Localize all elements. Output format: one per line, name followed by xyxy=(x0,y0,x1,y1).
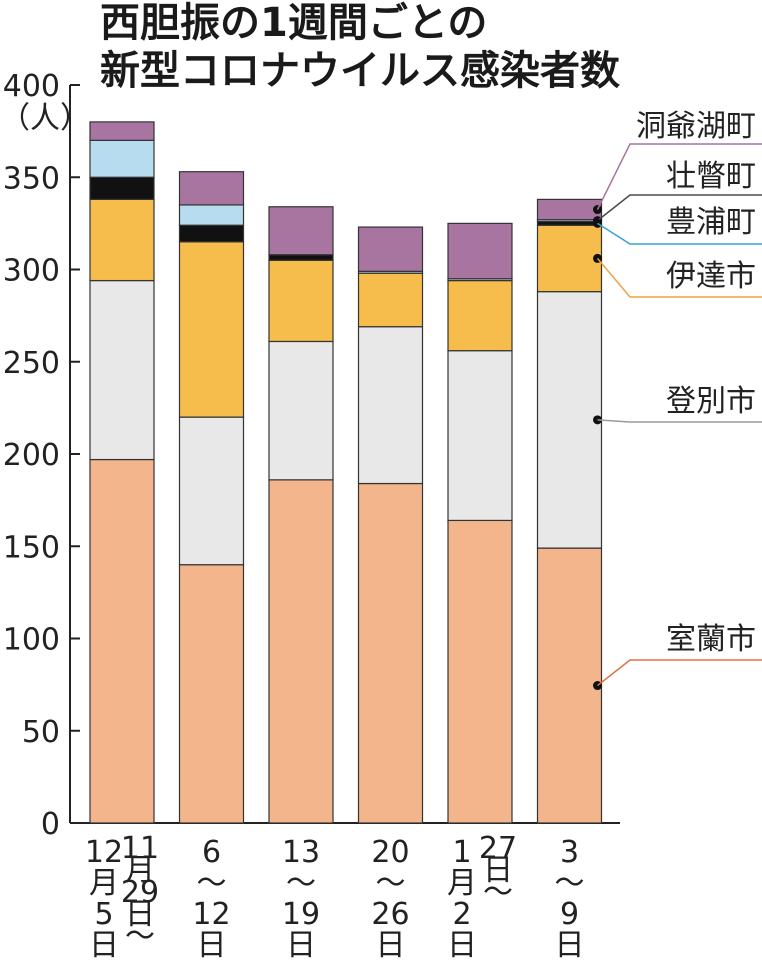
bar-segment xyxy=(357,326,424,485)
x-label-char: 2 xyxy=(452,897,471,932)
bar-segment xyxy=(178,204,245,226)
legend-label: 壮瞥町 xyxy=(666,159,756,194)
bar-segment xyxy=(536,291,603,549)
x-label-char: 〜 xyxy=(376,866,406,901)
x-axis-labels: 12月5日11月29日〜6〜12日13〜19日20〜26日1月2日27日〜3〜9… xyxy=(85,831,585,963)
chart-title: 西胆振の1週間ごとの 新型コロナウイルス感染者数 xyxy=(100,0,620,94)
x-label-char: 26 xyxy=(371,897,409,932)
y-tick-label: 50 xyxy=(22,715,60,750)
x-label-prefix-char: 11 xyxy=(121,831,159,866)
bar-segment xyxy=(178,564,245,824)
title-line-1: 西胆振の1週間ごとの xyxy=(100,0,487,46)
bar-segment xyxy=(268,254,334,261)
legend-label: 登別市 xyxy=(666,384,756,419)
x-label-char: 13 xyxy=(282,835,320,870)
x-label-char: 月 xyxy=(89,866,119,901)
bar-segment xyxy=(178,224,245,243)
legend-label: 室蘭市 xyxy=(666,622,756,657)
bar-segment xyxy=(89,279,155,461)
bar-segment xyxy=(89,139,155,178)
bar-segment xyxy=(178,171,245,206)
legend-leader-line xyxy=(597,194,762,222)
legend-leader-line xyxy=(597,419,762,423)
x-label-prefix-char: 日 xyxy=(483,853,513,888)
bar-segment xyxy=(447,519,513,824)
bar-segment xyxy=(89,121,155,141)
x-label-char: 20 xyxy=(371,835,409,870)
title-line-2: 新型コロナウイルス感染者数 xyxy=(100,48,620,94)
bar-segment xyxy=(89,458,155,824)
bar-segment xyxy=(268,479,334,824)
bar-segment xyxy=(89,176,155,200)
bar-segment xyxy=(536,198,603,221)
x-label-char: 〜 xyxy=(197,866,227,901)
y-tick-label: 200 xyxy=(3,438,60,473)
y-tick-label: 400 xyxy=(3,69,60,104)
y-tick-label: 300 xyxy=(3,254,60,289)
x-label-char: 19 xyxy=(282,897,320,932)
bar-segment xyxy=(268,340,334,481)
legend-leader-line xyxy=(596,257,762,298)
y-tick-label: 100 xyxy=(3,623,60,658)
legend-label: 洞爺湖町 xyxy=(636,109,756,144)
legend-leader-line xyxy=(596,143,762,210)
bar-segment xyxy=(89,198,155,282)
x-label-char: 9 xyxy=(560,897,579,932)
x-label-char: 5 xyxy=(94,897,113,932)
x-label-char: 1 xyxy=(452,835,471,870)
x-label-prefix-char: 〜 xyxy=(483,875,513,910)
bar-segment xyxy=(536,224,603,293)
bar-segment xyxy=(447,222,513,280)
bar-segment xyxy=(357,272,424,328)
bar-segment xyxy=(178,241,245,418)
x-label-char: 日 xyxy=(197,928,227,963)
x-label-char: 3 xyxy=(560,835,579,870)
x-label-prefix-char: 〜 xyxy=(125,919,155,954)
x-label-char: 12 xyxy=(192,897,230,932)
bar-segment xyxy=(178,416,245,566)
x-label-char: 〜 xyxy=(555,866,585,901)
x-label-char: 日 xyxy=(89,928,119,963)
y-tick-label: 150 xyxy=(3,530,60,565)
x-label-char: 日 xyxy=(376,928,406,963)
x-label-prefix-char: 月 xyxy=(125,853,155,888)
x-label-char: 日 xyxy=(447,928,477,963)
x-label-prefix-char: 日 xyxy=(125,897,155,932)
bar-segment xyxy=(268,206,334,256)
x-label-char: 日 xyxy=(555,928,585,963)
y-axis-unit-label: （人） xyxy=(0,101,90,136)
x-label-char: 月 xyxy=(447,866,477,901)
x-label-char: 日 xyxy=(286,928,316,963)
legend-leader-line xyxy=(597,659,762,687)
legend-label: 伊達市 xyxy=(666,259,756,294)
x-label-prefix-char: 27 xyxy=(479,831,517,866)
bar-segment xyxy=(268,259,334,343)
bar-segment xyxy=(357,482,424,824)
bars xyxy=(89,121,603,824)
bar-segment xyxy=(357,226,424,272)
y-tick-label: 250 xyxy=(3,346,60,381)
x-label-char: 〜 xyxy=(286,866,316,901)
y-tick-label: 350 xyxy=(3,161,60,196)
y-axis: 0 50 100 150 200 250 300 350 400 xyxy=(3,69,620,842)
legend-leader-line xyxy=(597,222,762,245)
bar-segment xyxy=(447,350,513,522)
x-label-char: 12 xyxy=(85,835,123,870)
x-label-prefix-char: 29 xyxy=(121,875,159,910)
y-tick-label: 0 xyxy=(41,807,60,842)
legend-label: 豊浦町 xyxy=(666,205,756,240)
x-label-char: 6 xyxy=(202,835,221,870)
bar-segment xyxy=(536,547,603,824)
bar-segment xyxy=(447,279,513,352)
